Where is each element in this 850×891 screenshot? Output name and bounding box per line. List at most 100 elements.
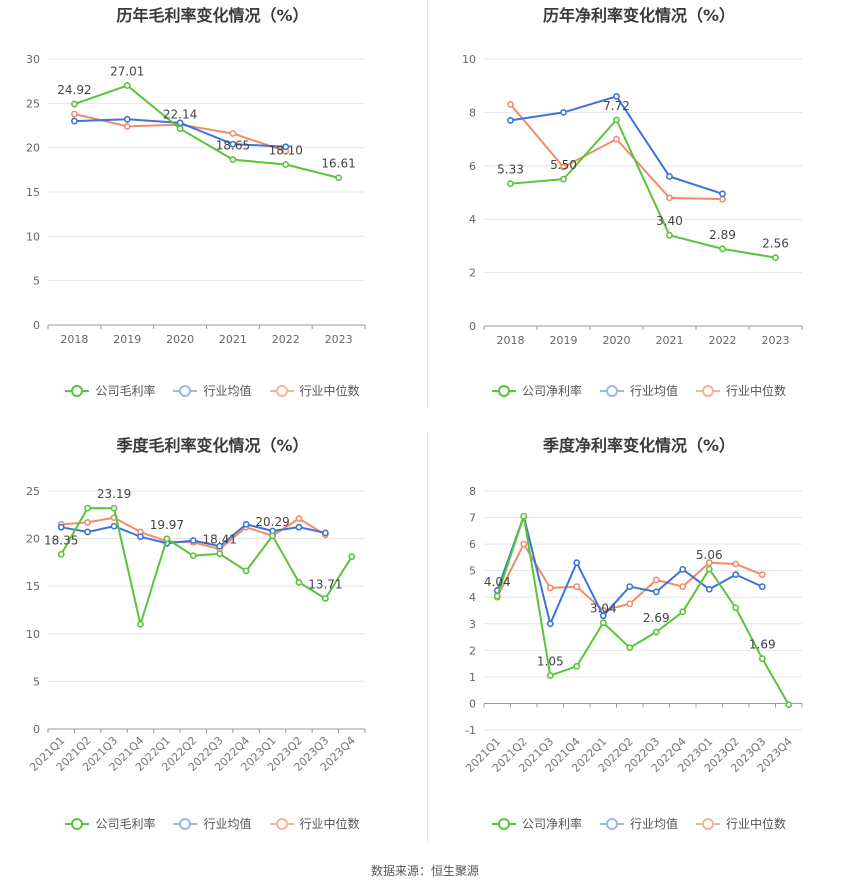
y-tick-label: 25 [26, 97, 40, 110]
data-point-median [520, 540, 528, 548]
chart-title: 历年毛利率变化情况（%） [116, 6, 309, 25]
legend-median-marker [696, 817, 720, 830]
y-tick-label: 4 [469, 591, 476, 604]
legend-avg-marker [173, 384, 198, 397]
data-point-avg [705, 585, 713, 593]
data-label: 23.19 [97, 487, 131, 501]
chart-panel-annual-net: 历年净利率变化情况（%） 0 2 4 6 8 10 2018 2019 2020 2021 2022… [428, 0, 850, 410]
legend-item-median[interactable]: 行业中位数 [269, 815, 360, 832]
y-tick-label: 10 [462, 53, 476, 66]
data-point-company [282, 161, 290, 168]
y-tick-label: 30 [26, 53, 40, 66]
legend-item-company[interactable]: 公司毛利率 [65, 382, 155, 399]
y-tick-label: 5 [33, 275, 40, 288]
data-point-avg [216, 542, 224, 550]
chart-panel-annual-gross: 历年毛利率变化情况（%） 0 5 10 15 20 25 30 2018 2019 2020 202… [0, 0, 425, 410]
data-point-median [84, 519, 92, 526]
chart-plot-annual-net: 0 2 4 6 8 10 2018 2019 2020 2021 2022 2023 5.33 5.50 7… [462, 53, 803, 347]
data-point-avg [137, 533, 144, 541]
legend-item-avg[interactable]: 行业均值 [173, 815, 252, 832]
legend-median-marker [696, 384, 720, 397]
data-point-company [652, 628, 660, 636]
data-point-company [613, 116, 620, 124]
y-tick-label: 8 [469, 106, 476, 119]
y-tick-label: 25 [26, 485, 40, 498]
data-point-avg [652, 588, 660, 596]
data-label: 1.69 [749, 638, 776, 652]
y-tick-label: 0 [33, 319, 40, 332]
data-label: 2.89 [709, 228, 736, 242]
legend-item-median[interactable]: 行业中位数 [696, 815, 786, 832]
data-point-company [110, 504, 118, 512]
data-point-avg [626, 583, 634, 590]
y-tick-label: 2 [469, 267, 476, 280]
x-tick-label: 2018 [60, 333, 88, 346]
data-label: 7.72 [603, 99, 630, 113]
y-tick-label: 4 [469, 213, 476, 226]
data-label: 1.05 [537, 655, 564, 669]
legend-company-marker [491, 817, 516, 830]
data-point-company [679, 608, 687, 616]
legend-item-company[interactable]: 公司净利率 [491, 815, 582, 832]
y-tick-label: 15 [26, 580, 40, 593]
data-point-avg [758, 583, 766, 590]
legend-median-label: 行业中位数 [299, 817, 360, 831]
chart-title: 季度净利率变化情况（%） [542, 436, 736, 455]
data-point-median [652, 576, 660, 584]
data-point-company [123, 82, 131, 89]
y-tick-label: 0 [469, 697, 476, 710]
legend-company-label: 公司毛利率 [95, 384, 156, 398]
legend-item-avg[interactable]: 行业均值 [599, 815, 678, 832]
legend-avg-label: 行业均值 [629, 384, 678, 398]
data-point-company [57, 550, 65, 558]
data-label: 3.04 [590, 602, 617, 616]
y-tick-label: 6 [469, 160, 476, 173]
data-point-company [163, 535, 171, 543]
chart-panel-quarterly-gross: 季度毛利率变化情况（%） 0 5 10 15 20 25 2021Q1 2021Q2 2021Q… [0, 430, 425, 850]
data-point-median [507, 100, 514, 108]
data-source-note: 数据来源：恒生聚源 [370, 864, 479, 878]
y-tick-label: 5 [33, 675, 40, 688]
x-tick-label: 2021 [219, 333, 247, 346]
data-point-avg [123, 115, 131, 123]
y-tick-label: 10 [26, 628, 40, 641]
data-point-avg [110, 522, 118, 530]
data-label: 2.69 [643, 611, 670, 625]
data-label: 5.50 [550, 158, 577, 172]
data-point-avg [573, 559, 581, 567]
legend-item-company[interactable]: 公司毛利率 [65, 815, 155, 832]
legend-median-marker [269, 384, 294, 397]
legend-item-company[interactable]: 公司净利率 [491, 382, 582, 399]
legend-item-median[interactable]: 行业中位数 [269, 382, 360, 399]
data-point-avg [560, 109, 567, 116]
data-point-avg [229, 140, 237, 148]
data-point-company [560, 175, 567, 183]
data-point-company [321, 595, 329, 602]
chart-title: 季度毛利率变化情况（%） [116, 436, 309, 455]
legend-avg-label: 行业均值 [629, 817, 678, 831]
data-point-company [626, 644, 634, 652]
data-point-company [229, 156, 237, 164]
chart-title: 历年净利率变化情况（%） [542, 6, 736, 25]
legend-median-label: 行业中位数 [726, 384, 787, 398]
data-point-company [758, 655, 766, 662]
data-point-median [71, 110, 78, 118]
data-label: 20.29 [255, 515, 289, 529]
data-point-company [493, 592, 501, 600]
data-point-company [772, 254, 779, 262]
legend-item-avg[interactable]: 行业均值 [173, 382, 252, 399]
legend-avg-label: 行业均值 [203, 817, 252, 831]
legend-item-avg[interactable]: 行业均值 [599, 382, 678, 399]
data-point-company [84, 504, 92, 512]
data-point-avg [732, 571, 740, 579]
data-point-avg [613, 92, 620, 100]
chart-plot-quarterly-gross: 05101520252021Q12021Q22021Q32021Q42022Q1… [26, 485, 366, 774]
legend-item-median[interactable]: 行业中位数 [696, 382, 786, 399]
series-line-company [60, 507, 353, 629]
data-label: 19.97 [150, 518, 184, 532]
data-point-company [348, 553, 356, 561]
data-point-company [719, 245, 726, 253]
x-tick-label: 2020 [166, 333, 194, 346]
legend-median-marker [269, 817, 294, 830]
data-point-avg [282, 143, 290, 151]
